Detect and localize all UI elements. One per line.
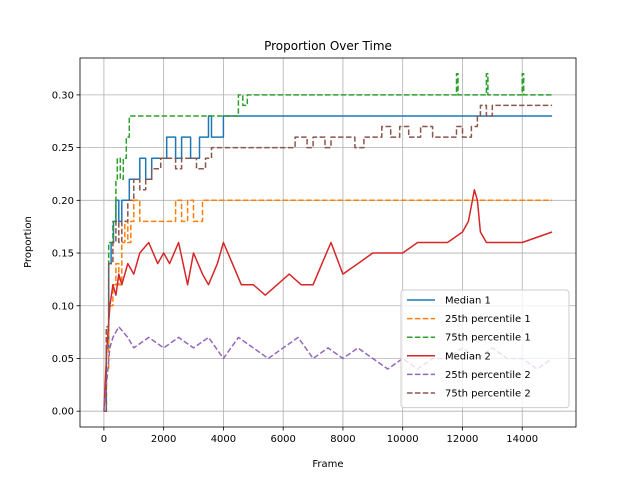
x-tick-label: 2000 xyxy=(151,434,176,445)
series-line-75th-percentile-1 xyxy=(103,73,553,412)
legend-label: 75th percentile 1 xyxy=(445,333,531,344)
x-axis-label: Frame xyxy=(312,459,343,470)
x-tick-label: 12000 xyxy=(447,434,479,445)
x-tick-label: 8000 xyxy=(330,434,355,445)
plot-frame xyxy=(79,57,577,428)
y-tick-label: 0.25 xyxy=(52,143,74,154)
legend: Median 1 25th percentile 1 75th percentile… xyxy=(400,289,570,409)
legend-label: Median 1 xyxy=(445,296,491,307)
legend-label: Median 2 xyxy=(445,351,491,362)
series-line-median-1 xyxy=(103,115,553,412)
y-tick-label: 0.15 xyxy=(52,249,74,260)
legend-label: 75th percentile 2 xyxy=(445,389,531,400)
y-tick-label: 0.30 xyxy=(52,90,74,101)
y-tick-label: 0.20 xyxy=(52,196,74,207)
series-line-median-2 xyxy=(103,189,553,412)
y-tick-label: 0.05 xyxy=(52,354,74,365)
legend-label: 25th percentile 1 xyxy=(445,314,531,325)
y-axis-ticks: 0.00 0.05 0.10 0.15 0.20 0.25 0.30 xyxy=(52,90,80,418)
y-tick-label: 0.00 xyxy=(52,407,74,418)
x-tick-label: 14000 xyxy=(506,434,538,445)
chart-title: Proportion Over Time xyxy=(264,39,392,53)
x-tick-label: 0 xyxy=(101,434,107,445)
x-tick-label: 4000 xyxy=(211,434,236,445)
x-tick-label: 6000 xyxy=(270,434,295,445)
legend-box xyxy=(400,289,570,409)
series-line-75th-percentile-2 xyxy=(103,104,553,412)
y-axis-label: Proportion xyxy=(23,216,34,268)
x-axis-ticks: 0 2000 4000 6000 8000 10000 12000 14000 xyxy=(101,427,538,445)
series-layer xyxy=(103,73,553,412)
x-tick-label: 10000 xyxy=(387,434,419,445)
y-tick-label: 0.10 xyxy=(52,301,74,312)
legend-label: 25th percentile 2 xyxy=(445,370,531,381)
